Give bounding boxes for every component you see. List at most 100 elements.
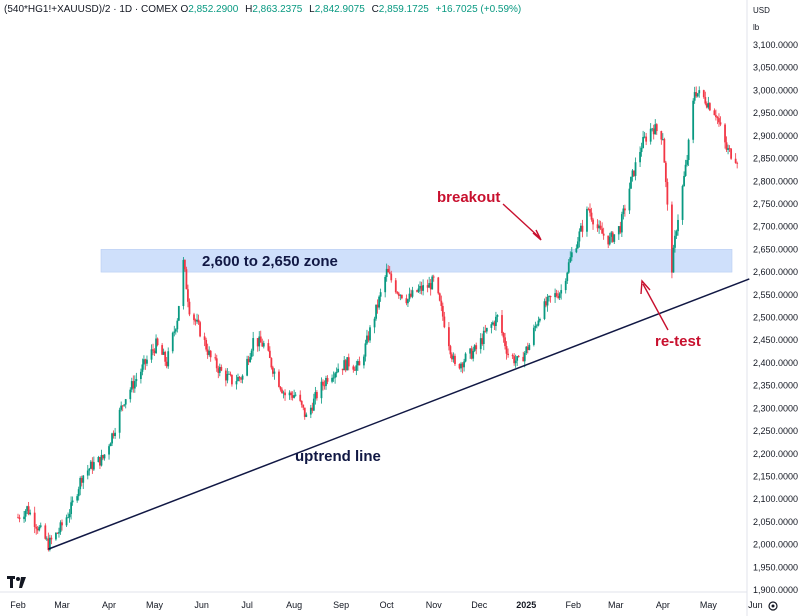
candle-body [240,378,242,380]
candle-body [546,297,549,306]
candle-body [384,276,387,293]
candle-body [358,361,361,366]
candle-body [238,377,241,379]
candle-body [661,139,664,140]
candle-body [144,359,147,364]
candle-body [587,208,590,210]
candle-body [623,208,626,211]
candle-body [502,333,505,338]
gear-icon[interactable] [768,601,778,611]
high-label: H [245,4,253,15]
candle-body [262,343,265,347]
candle-body [375,304,377,319]
candle-body [155,338,157,354]
unit-label[interactable]: lb [753,23,760,32]
candle-body [666,182,669,205]
candle-body [639,152,641,163]
candle-body [460,363,462,369]
candle-body [89,461,92,469]
candle-body [71,500,74,503]
currency-label[interactable]: USD [753,6,770,15]
candle-body [708,103,711,111]
candle-body [674,235,676,248]
candle-body [407,299,409,304]
candle-body [698,90,701,94]
price-tick-label: 1,950.0000 [753,562,798,572]
candle-body [454,355,456,365]
candle-body [686,160,689,165]
candle-body [132,381,135,389]
candle-body [156,338,159,346]
candle-body [630,176,632,189]
candle-body [649,128,652,142]
candle-body [252,338,255,351]
candle-body [473,345,476,351]
candle-body [602,233,605,236]
candle-body [45,538,48,540]
candle-body [174,329,177,332]
candle-body [419,285,421,289]
candle-body [76,496,79,501]
candle-body [564,280,567,291]
candle-body [346,357,349,371]
candle-body [70,502,73,515]
price-axis[interactable]: 3,100.0000 3,050.0000 3,000.0000 2,950.0000… [753,40,798,595]
candle-body [209,350,212,358]
candle-body [261,342,264,347]
candle-body [65,517,68,526]
candle-body [640,147,643,153]
symbol-label[interactable]: (540*HG1!+XAUUSD)/2 · 1D · COMEX [4,4,178,15]
candle-body [344,360,347,371]
zone-layer [100,249,733,273]
candle-body [171,332,174,352]
candle-body [426,285,429,288]
candle-body [388,272,391,274]
candle-body [440,300,443,306]
candle-body [59,522,62,533]
candle-body [82,475,85,483]
breakout-arrowhead [532,229,542,241]
price-tick-label: 2,150.0000 [753,471,798,481]
candle-body [114,432,117,437]
candle-body [153,350,156,354]
candle-body [447,327,450,347]
candle-body [38,526,41,531]
candle-body [727,148,729,150]
candle-body [162,351,165,355]
price-tick-label: 2,900.0000 [753,131,798,141]
candle-body [431,276,434,290]
candle-body [220,366,223,371]
candle-body [108,446,110,455]
support-zone [100,249,733,273]
candle-body [88,468,91,471]
candle-body [428,283,431,288]
candle-body [505,346,508,354]
candle-body [394,280,397,293]
candle-body [55,532,57,540]
candle-body [369,327,371,341]
candle-body [256,338,259,347]
candle-body [36,528,39,531]
candle-body [347,357,350,367]
candle-body [68,514,71,518]
candle-body [695,92,698,97]
close-label: C [371,4,379,15]
candle-body [693,92,696,101]
candle-body [247,358,250,363]
candle-body [736,162,739,164]
price-tick-label: 3,000.0000 [753,85,798,95]
candle-body [187,289,189,302]
candle-body [183,259,186,270]
candle-body [655,124,658,132]
price-tick-label: 2,600.0000 [753,267,798,277]
candle-body [416,290,418,292]
candle-body [152,349,154,351]
candle-body [633,170,635,176]
time-tick-label: Mar [608,600,624,610]
time-tick-label: 2025 [516,600,536,610]
time-axis[interactable]: Feb Mar Apr May Jun Jul Aug Sep Oct Nov Dec 2025 Feb… [10,600,762,610]
candle-body [449,346,452,355]
time-tick-label: Feb [10,600,26,610]
candle-body [305,414,308,417]
